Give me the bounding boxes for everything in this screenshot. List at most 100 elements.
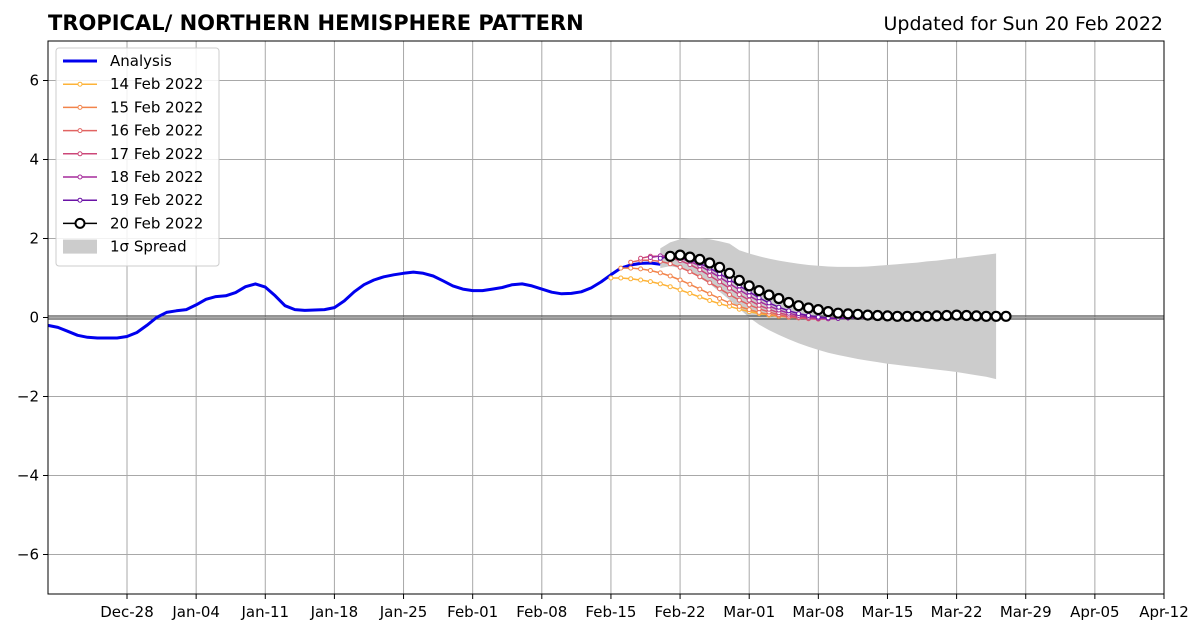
latest-forecast-point xyxy=(713,261,726,273)
x-tick-label: Mar-15 xyxy=(862,603,914,621)
forecast-point xyxy=(618,265,624,271)
latest-forecast-point xyxy=(832,307,844,319)
forecast-point xyxy=(647,279,653,285)
latest-forecast-point xyxy=(960,309,973,322)
legend-label: Analysis xyxy=(110,52,172,70)
x-tick-label: Feb-15 xyxy=(585,603,636,621)
y-tick-label: −4 xyxy=(17,467,39,485)
forecast-point xyxy=(638,255,644,261)
latest-forecast-point xyxy=(871,309,884,322)
forecast-point xyxy=(756,302,762,308)
forecast-point xyxy=(727,300,732,306)
latest-forecast-point xyxy=(1000,310,1012,322)
forecast-point xyxy=(736,287,742,293)
legend-label: 16 Feb 2022 xyxy=(110,122,203,140)
x-tick-label: Feb-08 xyxy=(516,603,567,621)
forecast-point xyxy=(736,297,742,303)
latest-forecast-point xyxy=(704,257,716,269)
latest-forecast-point xyxy=(773,292,785,305)
latest-forecast-point xyxy=(931,310,943,322)
x-tick-label: Mar-08 xyxy=(792,603,844,621)
forecast-point xyxy=(766,300,772,306)
x-tick-label: Jan-11 xyxy=(240,603,289,621)
forecast-point xyxy=(746,302,752,308)
forecast-point xyxy=(628,276,634,282)
latest-forecast-point xyxy=(743,280,755,292)
forecast-point xyxy=(677,264,683,270)
forecast-point xyxy=(657,270,663,276)
forecast-point xyxy=(717,286,723,292)
forecast-point xyxy=(647,255,653,260)
forecast-point xyxy=(667,284,673,290)
forecast-point xyxy=(776,304,782,310)
forecast-point xyxy=(796,311,802,317)
forecast-point xyxy=(736,303,742,309)
forecast-point xyxy=(697,294,703,300)
forecast-point xyxy=(786,308,792,314)
latest-forecast-point xyxy=(950,309,963,321)
forecast-point xyxy=(736,292,742,298)
latest-forecast-point xyxy=(921,310,933,322)
legend-marker xyxy=(74,217,86,229)
forecast-point xyxy=(717,279,723,285)
forecast-point xyxy=(628,265,634,271)
latest-forecast-point xyxy=(674,249,686,261)
latest-forecast-point xyxy=(763,289,775,301)
latest-forecast-point xyxy=(980,310,992,322)
legend-marker xyxy=(77,151,83,157)
legend-entry: 17 Feb 2022 xyxy=(63,145,203,163)
forecast-point xyxy=(667,261,673,267)
forecast-point xyxy=(806,313,811,318)
forecast-point xyxy=(697,267,703,273)
legend-label: 17 Feb 2022 xyxy=(110,145,203,163)
y-tick-label: −2 xyxy=(17,388,39,406)
latest-forecast-point xyxy=(862,309,874,321)
legend-entry: 16 Feb 2022 xyxy=(63,122,203,140)
forecast-point xyxy=(746,307,752,313)
latest-forecast-point xyxy=(852,308,864,320)
forecast-point xyxy=(756,295,762,301)
forecast-point xyxy=(687,269,693,275)
legend-label: 20 Feb 2022 xyxy=(110,214,203,232)
chart-subtitle: Updated for Sun 20 Feb 2022 xyxy=(883,13,1163,35)
forecast-point xyxy=(647,268,653,273)
legend-frame xyxy=(55,47,220,267)
legend-marker xyxy=(77,197,83,203)
forecast-point xyxy=(707,273,713,279)
y-tick-label: 2 xyxy=(29,230,39,248)
legend-entry: 15 Feb 2022 xyxy=(63,98,203,116)
forecast-point xyxy=(717,296,723,301)
forecast-point xyxy=(657,281,663,287)
series-layer xyxy=(47,249,1012,340)
latest-forecast-point xyxy=(881,310,894,322)
forecast-point xyxy=(618,275,624,281)
legend-entry: 1σ Spread xyxy=(63,238,187,256)
forecast-point xyxy=(815,314,821,320)
legend-entry: Analysis xyxy=(63,52,172,70)
latest-forecast-point xyxy=(783,296,795,309)
latest-forecast-point xyxy=(842,308,854,320)
legend-entry: 20 Feb 2022 xyxy=(63,214,203,232)
latest-forecast-point xyxy=(891,310,903,322)
legend-label: 14 Feb 2022 xyxy=(110,75,203,93)
x-tick-label: Feb-22 xyxy=(655,603,706,621)
forecast-point xyxy=(746,297,752,303)
forecast-point xyxy=(687,281,693,287)
forecast-point xyxy=(657,255,663,261)
legend-label: 19 Feb 2022 xyxy=(110,191,203,209)
x-tick-label: Mar-01 xyxy=(723,603,775,621)
x-tick-label: Mar-29 xyxy=(1000,603,1052,621)
latest-forecast-point xyxy=(684,251,696,263)
latest-forecast-point xyxy=(802,302,815,314)
forecast-point xyxy=(717,301,723,307)
legend-entry: 14 Feb 2022 xyxy=(63,75,203,93)
forecast-point xyxy=(707,291,713,297)
forecast-point xyxy=(687,290,693,296)
forecast-point xyxy=(746,293,752,299)
latest-forecast-point xyxy=(753,285,765,297)
y-tick-label: 0 xyxy=(29,309,39,327)
forecast-point xyxy=(667,273,673,279)
legend-marker xyxy=(77,174,83,180)
forecast-point xyxy=(707,280,713,286)
